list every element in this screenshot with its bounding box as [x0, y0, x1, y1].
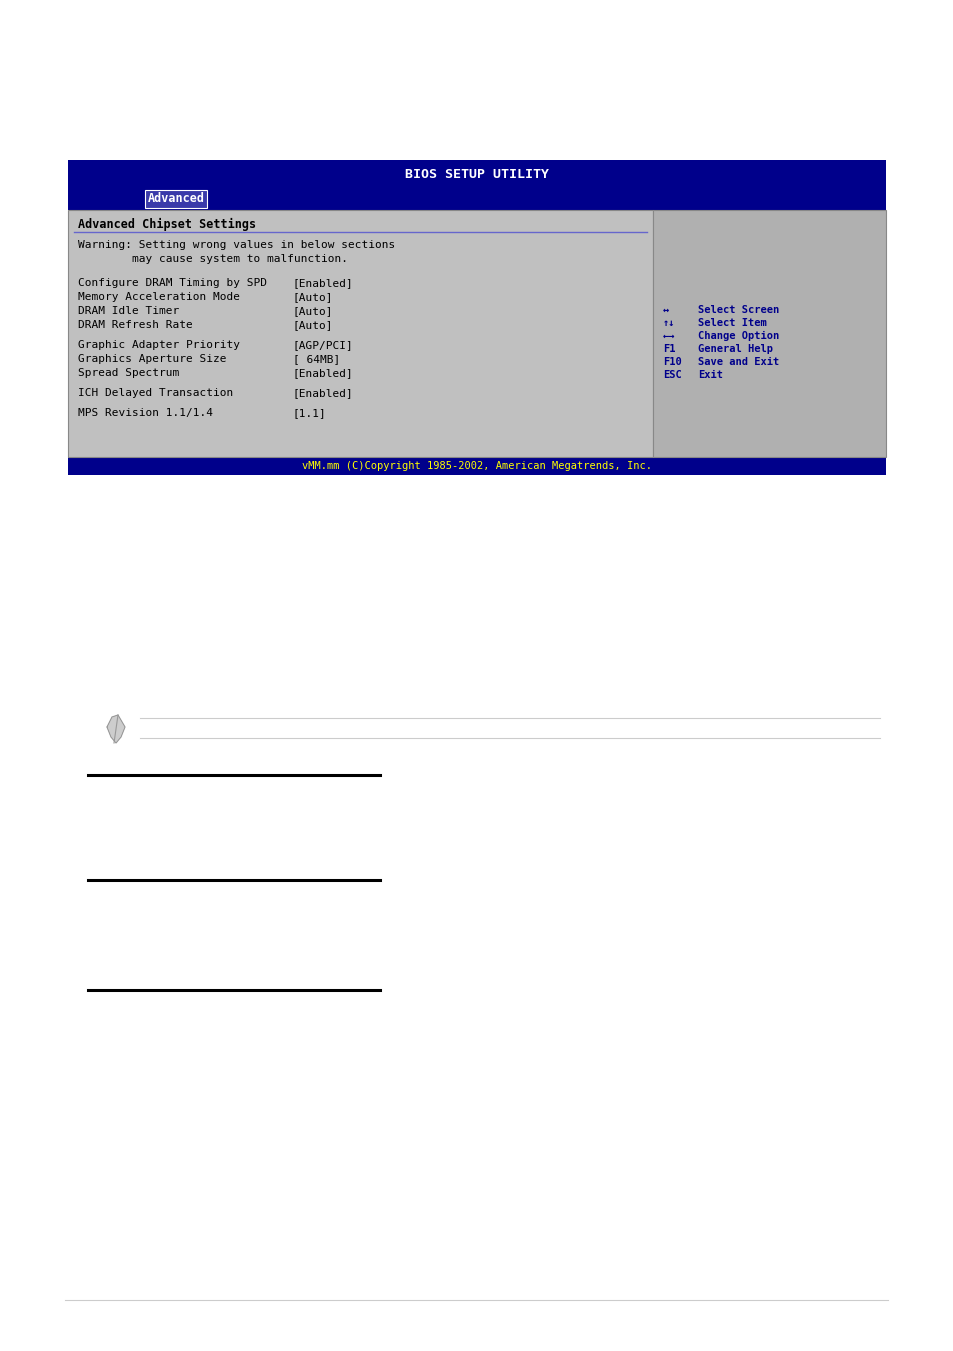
Text: Change Option: Change Option	[698, 331, 779, 340]
Text: F1: F1	[662, 345, 675, 354]
Bar	[68, 188, 885, 209]
Text: [Auto]: [Auto]	[293, 320, 334, 330]
Text: Select Item: Select Item	[698, 317, 766, 328]
Text: [ 64MB]: [ 64MB]	[293, 354, 340, 363]
Text: [Enabled]: [Enabled]	[293, 367, 354, 378]
Text: Warning: Setting wrong values in below sections: Warning: Setting wrong values in below s…	[78, 240, 395, 250]
Text: Graphic Adapter Priority: Graphic Adapter Priority	[78, 340, 240, 350]
Text: Memory Acceleration Mode: Memory Acceleration Mode	[78, 292, 240, 303]
Text: [Enabled]: [Enabled]	[293, 278, 354, 288]
Text: Advanced: Advanced	[148, 192, 204, 205]
Bar	[68, 159, 885, 188]
Text: ↔: ↔	[662, 305, 668, 315]
Text: DRAM Idle Timer: DRAM Idle Timer	[78, 305, 179, 316]
Text: General Help: General Help	[698, 345, 772, 354]
Text: ←→: ←→	[662, 331, 675, 340]
Text: F10: F10	[662, 357, 680, 367]
Text: MPS Revision 1.1/1.4: MPS Revision 1.1/1.4	[78, 408, 213, 417]
Bar	[68, 209, 652, 457]
Text: ICH Delayed Transaction: ICH Delayed Transaction	[78, 388, 233, 399]
Text: Exit: Exit	[698, 370, 722, 380]
Polygon shape	[107, 715, 125, 743]
Text: vMM.mm (C)Copyright 1985-2002, American Megatrends, Inc.: vMM.mm (C)Copyright 1985-2002, American …	[302, 461, 651, 471]
Text: ↑↓: ↑↓	[662, 317, 675, 328]
Text: [Auto]: [Auto]	[293, 305, 334, 316]
Bar	[652, 209, 885, 457]
Text: BIOS SETUP UTILITY: BIOS SETUP UTILITY	[405, 168, 548, 181]
Text: Graphics Aperture Size: Graphics Aperture Size	[78, 354, 226, 363]
Text: may cause system to malfunction.: may cause system to malfunction.	[78, 254, 348, 263]
Text: Save and Exit: Save and Exit	[698, 357, 779, 367]
Text: [1.1]: [1.1]	[293, 408, 327, 417]
Text: Select Screen: Select Screen	[698, 305, 779, 315]
Text: Configure DRAM Timing by SPD: Configure DRAM Timing by SPD	[78, 278, 267, 288]
Text: [Enabled]: [Enabled]	[293, 388, 354, 399]
Text: [AGP/PCI]: [AGP/PCI]	[293, 340, 354, 350]
Text: ESC: ESC	[662, 370, 680, 380]
Text: Spread Spectrum: Spread Spectrum	[78, 367, 179, 378]
Text: Advanced Chipset Settings: Advanced Chipset Settings	[78, 218, 255, 231]
Text: [Auto]: [Auto]	[293, 292, 334, 303]
Text: DRAM Refresh Rate: DRAM Refresh Rate	[78, 320, 193, 330]
Bar	[68, 457, 885, 476]
